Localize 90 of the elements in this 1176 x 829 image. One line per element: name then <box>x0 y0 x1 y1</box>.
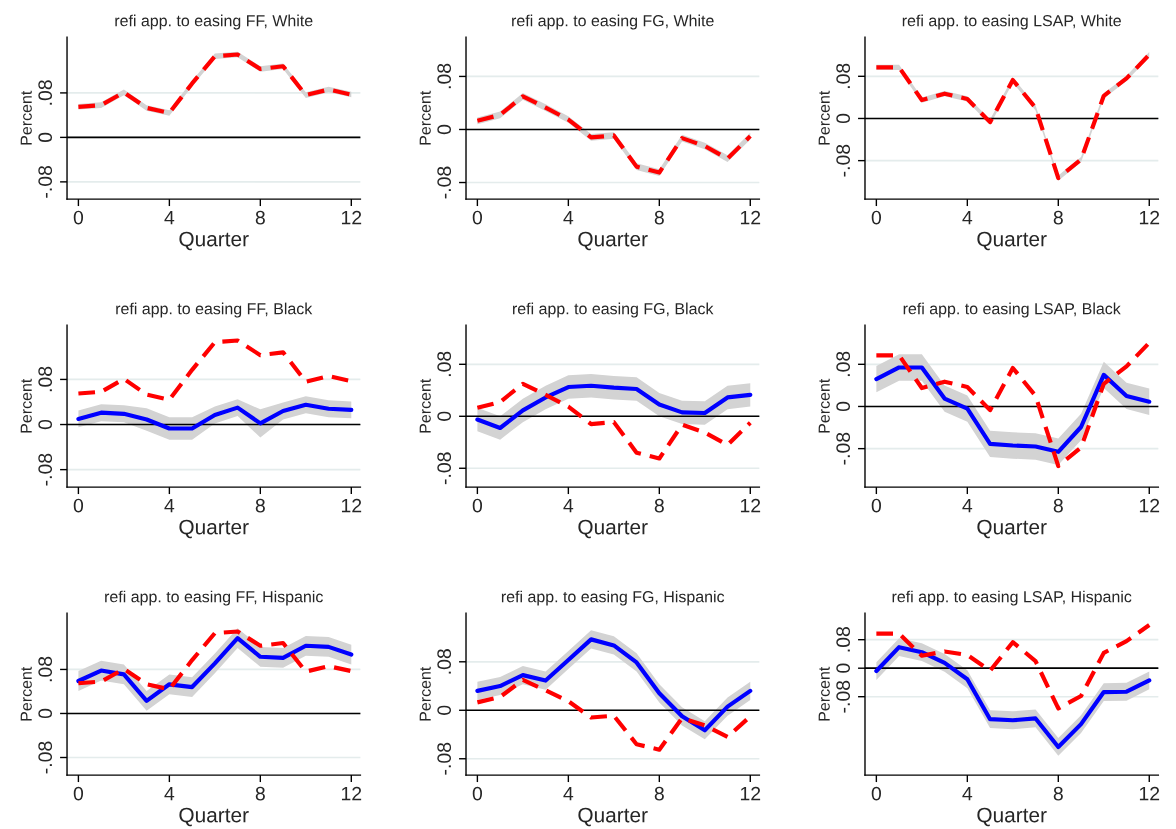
x-tick-label: 4 <box>563 498 574 513</box>
x-tick-label: 4 <box>164 786 175 801</box>
chart-title: refi app. to easing FF, Hispanic <box>105 590 323 606</box>
y-tick-label: -.08 <box>437 452 452 485</box>
x-tick-label: 12 <box>341 210 362 225</box>
y-tick-label: .08 <box>38 80 53 105</box>
y-tick-label: -.08 <box>836 680 851 713</box>
x-tick-label: 8 <box>255 210 265 225</box>
x-axis-title: Quarter <box>179 231 249 251</box>
y-tick-label: -.08 <box>437 166 452 199</box>
y-tick-label: 0 <box>437 705 452 715</box>
chart-title: refi app. to easing LSAP, White <box>902 14 1121 30</box>
x-tick-label: 8 <box>654 498 664 513</box>
y-tick-label: 0 <box>437 124 452 135</box>
x-tick-label: 4 <box>962 210 973 225</box>
x-tick-label: 0 <box>871 210 882 225</box>
x-tick-label: 8 <box>255 498 265 513</box>
y-tick-label: .08 <box>437 649 452 674</box>
y-axis-title: Percent <box>20 90 32 145</box>
x-tick-label: 8 <box>654 786 664 801</box>
x-tick-label: 12 <box>1139 498 1160 513</box>
y-axis-title: Percent <box>818 90 830 145</box>
y-tick-label: 0 <box>836 663 851 673</box>
y-tick-label: .08 <box>38 366 53 392</box>
y-tick-label: .08 <box>836 627 851 652</box>
x-tick-label: 8 <box>654 210 664 225</box>
x-tick-label: 8 <box>1053 786 1063 801</box>
y-tick-label: -.08 <box>38 741 53 774</box>
x-tick-label: 4 <box>962 786 973 801</box>
y-tick-label: -.08 <box>437 742 452 775</box>
x-tick-label: 8 <box>255 786 265 801</box>
chart-title: refi app. to easing FG, Black <box>513 302 714 318</box>
y-tick-label: .08 <box>836 63 851 89</box>
x-tick-label: 0 <box>472 498 483 513</box>
x-axis-title: Quarter <box>977 231 1047 251</box>
y-axis-title: Percent <box>818 378 830 433</box>
x-tick-label: 4 <box>563 786 574 801</box>
x-axis-title: Quarter <box>578 231 648 251</box>
x-axis-title: Quarter <box>977 807 1047 827</box>
x-tick-label: 4 <box>164 210 175 225</box>
y-axis-title: Percent <box>419 378 431 433</box>
chart-title: refi app. to easing FG, Hispanic <box>501 590 725 606</box>
y-tick-label: -.08 <box>836 432 851 465</box>
y-tick-label: 0 <box>38 419 53 430</box>
x-axis-title: Quarter <box>578 807 648 827</box>
y-tick-label: 0 <box>38 708 53 719</box>
y-axis-title: Percent <box>20 378 32 433</box>
chart-title: refi app. to easing LSAP, Hispanic <box>892 590 1132 606</box>
x-tick-label: 0 <box>472 210 483 225</box>
y-axis-title: Percent <box>419 666 431 721</box>
x-axis-title: Quarter <box>578 519 648 539</box>
y-tick-label: -.08 <box>38 165 53 198</box>
y-tick-label: 0 <box>38 132 53 143</box>
y-axis-title: Percent <box>20 666 32 721</box>
y-axis-title: Percent <box>419 90 431 145</box>
x-tick-label: 8 <box>1053 498 1063 513</box>
x-tick-label: 8 <box>1053 210 1063 225</box>
x-tick-label: 0 <box>73 210 84 225</box>
x-tick-label: 12 <box>740 498 761 513</box>
chart-title: refi app. to easing FG, White <box>512 14 714 30</box>
x-tick-label: 0 <box>73 498 84 513</box>
y-tick-label: .08 <box>437 63 452 89</box>
y-tick-label: -.08 <box>836 144 851 177</box>
x-tick-label: 4 <box>563 210 574 225</box>
x-tick-label: 4 <box>962 498 973 513</box>
x-axis-title: Quarter <box>977 519 1047 539</box>
y-tick-label: .08 <box>437 351 452 377</box>
x-tick-label: 4 <box>164 498 175 513</box>
x-tick-label: 12 <box>740 210 761 225</box>
y-tick-label: 0 <box>836 401 851 412</box>
x-tick-label: 12 <box>1139 786 1160 801</box>
x-tick-label: 0 <box>871 786 882 801</box>
chart-title: refi app. to easing LSAP, Black <box>903 302 1121 318</box>
x-tick-label: 12 <box>740 786 761 801</box>
y-axis-title: Percent <box>818 666 830 721</box>
x-tick-label: 12 <box>341 786 362 801</box>
chart-title: refi app. to easing FF, White <box>115 14 313 30</box>
y-tick-label: .08 <box>836 351 851 377</box>
y-tick-label: -.08 <box>38 453 53 486</box>
x-tick-label: 0 <box>871 498 882 513</box>
y-tick-label: 0 <box>836 113 851 124</box>
x-tick-label: 0 <box>73 786 84 801</box>
y-tick-label: .08 <box>38 656 53 682</box>
y-tick-label: 0 <box>437 411 452 421</box>
x-axis-title: Quarter <box>179 519 249 539</box>
chart-title: refi app. to easing FF, Black <box>116 302 313 318</box>
x-axis-title: Quarter <box>179 807 249 827</box>
x-tick-label: 0 <box>472 786 483 801</box>
x-tick-label: 12 <box>1139 210 1160 225</box>
x-tick-label: 12 <box>341 498 362 513</box>
